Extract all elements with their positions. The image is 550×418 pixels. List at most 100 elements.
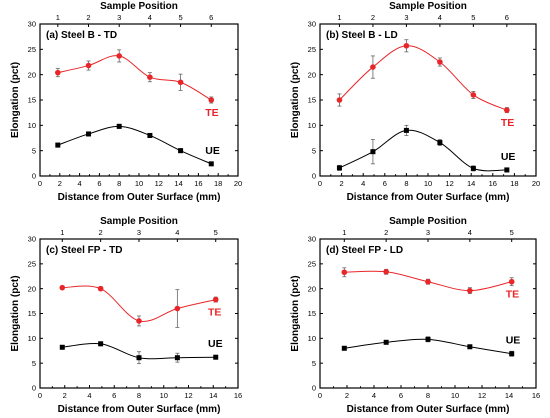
x-tick-label: 2 [63,391,67,400]
x-tick-label: 18 [214,179,222,188]
data-point [509,351,515,357]
y-axis-title: Elongation (pct) [290,275,301,351]
data-point [508,278,515,285]
panel-title: (a) Steel B - TD [46,30,117,41]
series-ue: UE [55,123,220,167]
x-tick-label: 16 [532,391,540,400]
top-axis-title: Sample Position [389,1,467,12]
top-tick-label: 5 [510,228,514,237]
y-axis-title: Elongation (pct) [290,62,301,138]
data-point [55,69,61,76]
x-tick-label: 20 [234,179,242,188]
y-tick-label: 15 [28,309,36,318]
top-tick-label: 6 [209,13,213,22]
series-te: TE [59,284,221,328]
x-tick-label: 0 [38,179,42,188]
x-tick-label: 12 [445,179,453,188]
series-label: UE [501,151,516,163]
x-tick-label: 2 [58,179,62,188]
y-tick-label: 30 [28,20,36,29]
x-tick-label: 4 [372,391,376,400]
data-point [470,165,476,171]
top-tick-label: 3 [117,13,121,22]
data-point [85,62,92,69]
y-tick-label: 30 [308,235,316,244]
x-tick-label: 20 [532,179,540,188]
x-tick-label: 10 [424,179,432,188]
series-ue: UE [59,338,223,365]
data-point [470,92,477,98]
x-axis-title: Distance from Outer Surface (mm) [347,192,510,203]
fit-curve [339,129,507,172]
x-tick-label: 14 [505,391,513,400]
data-point [336,97,343,103]
data-point [370,64,376,70]
series-te: TE [55,49,219,119]
data-point [336,165,342,171]
x-axis-title: Distance from Outer Surface (mm) [58,192,221,203]
x-tick-label: 6 [112,391,116,400]
data-point [425,336,431,342]
y-tick-label: 10 [28,121,36,130]
x-tick-label: 10 [451,391,459,400]
top-tick-label: 6 [505,13,509,22]
data-point [213,354,219,360]
data-point [370,149,376,155]
x-tick-label: 0 [318,391,322,400]
x-tick-label: 8 [404,179,408,188]
data-point [97,285,104,292]
x-tick-label: 0 [38,391,42,400]
y-tick-label: 0 [312,384,316,393]
y-tick-label: 10 [308,334,316,343]
data-point [136,318,142,324]
fit-curve [57,55,212,101]
x-tick-label: 16 [194,179,202,188]
x-axis-title: Distance from Outer Surface (mm) [347,404,510,415]
y-tick-label: 15 [308,96,316,105]
y-tick-label: 5 [312,146,316,155]
data-point [136,355,142,361]
top-tick-label: 2 [371,13,375,22]
y-tick-label: 5 [312,359,316,368]
y-tick-label: 30 [28,235,36,244]
data-point [341,269,348,276]
x-tick-label: 8 [117,179,121,188]
series-label: TE [506,289,519,301]
fit-curve [339,45,508,111]
y-tick-label: 20 [308,284,316,293]
top-axis-title: Sample Position [389,216,467,227]
data-point [403,127,409,133]
x-tick-label: 8 [426,391,430,400]
y-tick-label: 25 [28,45,36,54]
x-tick-label: 18 [510,179,518,188]
top-tick-label: 2 [86,13,90,22]
data-point [86,131,92,137]
top-tick-label: 1 [60,228,64,237]
data-point [178,148,184,154]
y-tick-label: 10 [308,121,316,130]
data-point [59,284,66,291]
y-tick-label: 25 [28,259,36,268]
data-point [177,79,184,86]
y-tick-label: 15 [308,309,316,318]
top-tick-label: 1 [342,228,346,237]
top-axis-title: Sample Position [100,216,178,227]
data-point [147,132,153,138]
y-tick-label: 0 [32,172,36,181]
data-point [467,287,473,294]
x-axis-title: Distance from Outer Surface (mm) [58,404,221,415]
top-tick-label: 4 [175,228,179,237]
data-point [116,53,122,59]
x-tick-label: 0 [318,179,322,188]
x-tick-label: 6 [383,179,387,188]
top-tick-label: 3 [404,13,408,22]
series-ue: UE [341,335,520,357]
x-tick-label: 2 [345,391,349,400]
top-tick-label: 3 [426,228,430,237]
data-point [98,341,104,347]
x-tick-label: 16 [489,179,497,188]
top-tick-label: 1 [56,13,60,22]
